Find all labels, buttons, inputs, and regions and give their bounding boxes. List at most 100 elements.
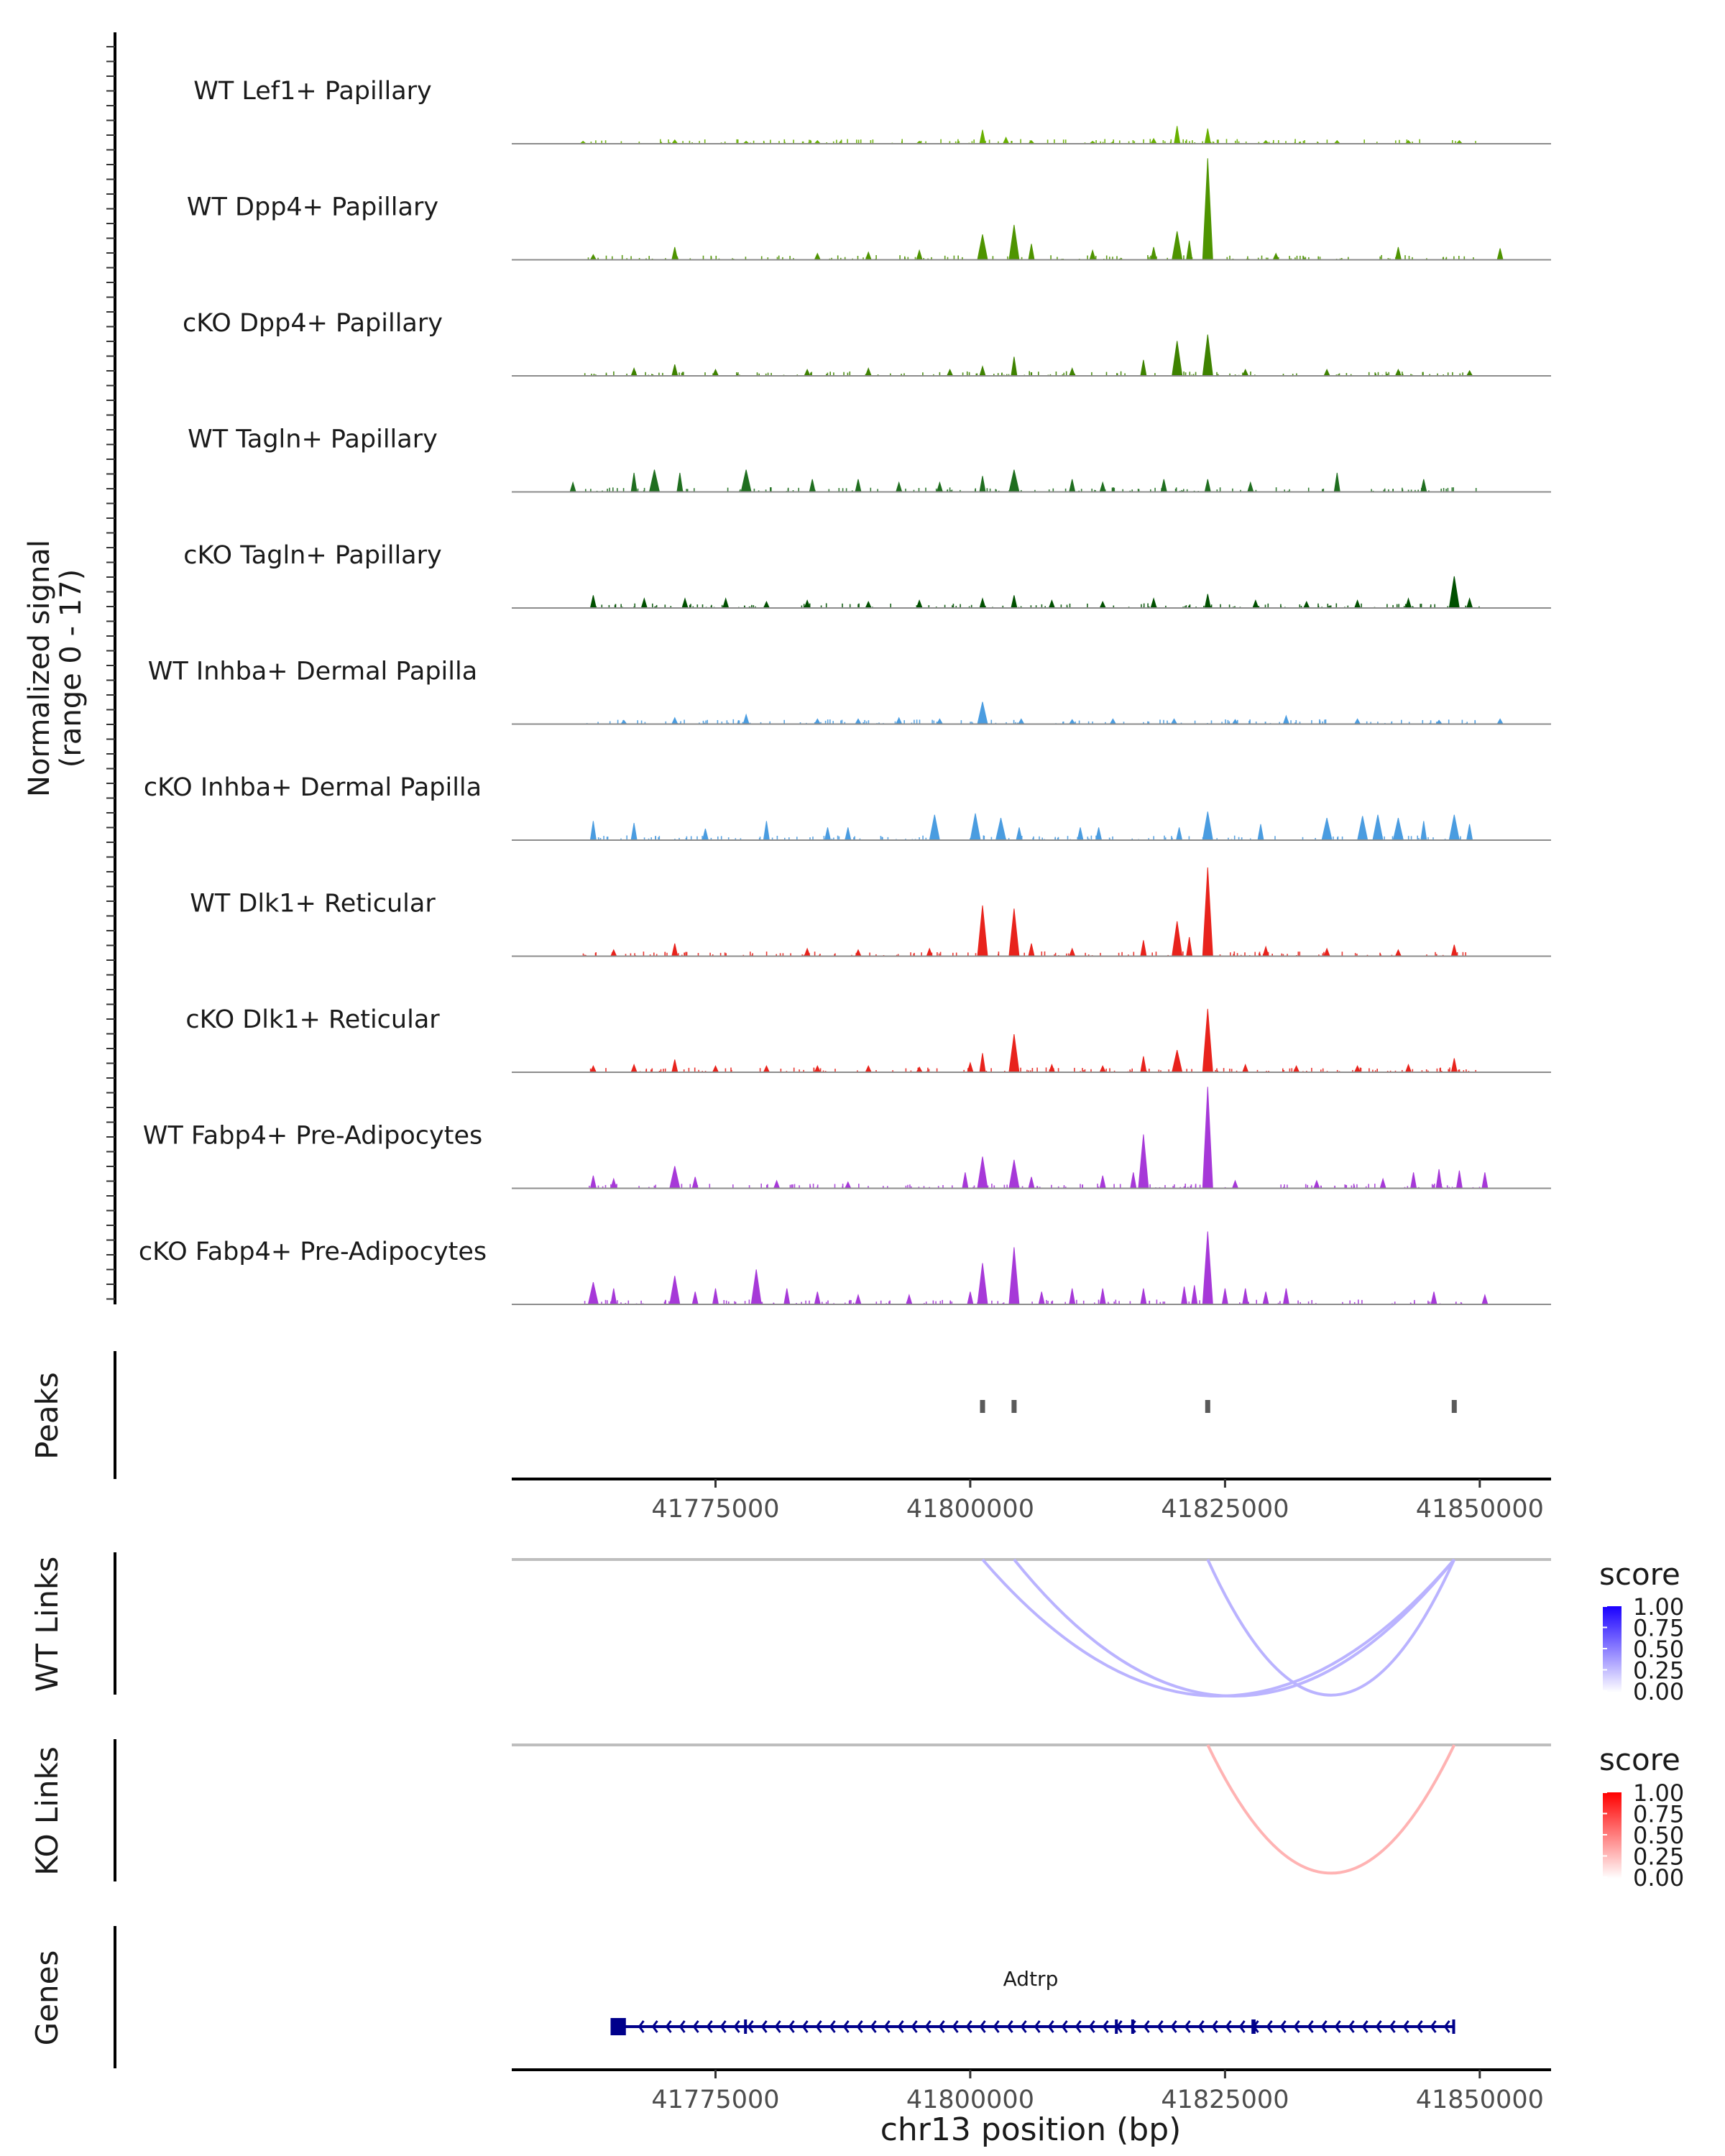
coverage-peak bbox=[750, 1269, 762, 1305]
ko-score-legend: score 1.000.750.500.250.00 bbox=[1599, 1742, 1684, 1892]
coverage-peak bbox=[712, 1288, 719, 1305]
coverage-peak bbox=[1172, 231, 1183, 260]
ko-legend-labels: 1.000.750.500.250.00 bbox=[1603, 1779, 1684, 1892]
coverage-peak bbox=[1448, 576, 1460, 609]
coverage-peak bbox=[630, 472, 638, 492]
peak-mark bbox=[980, 1400, 985, 1413]
wt-links-panel: WT Links bbox=[29, 1552, 1551, 1697]
strand-chevron bbox=[1061, 2020, 1068, 2033]
track-cko-tagln-papillary: cKO Tagln+ Papillary bbox=[183, 541, 1551, 609]
coverage-peak bbox=[1333, 472, 1340, 492]
coverage-peak bbox=[1204, 594, 1211, 609]
coverage-peak bbox=[610, 1177, 617, 1189]
coverage-peak bbox=[1221, 1288, 1228, 1305]
strand-chevron bbox=[856, 2020, 863, 2033]
ko-links-label: KO Links bbox=[29, 1746, 65, 1876]
coverage-y-label: Normalized signal (range 0 - 17) bbox=[23, 540, 88, 797]
peaks-label: Peaks bbox=[29, 1372, 65, 1460]
coverage-peak bbox=[1323, 368, 1330, 377]
x-axis-lower: 41775000 41800000 41825000 41850000 bbox=[512, 2068, 1551, 2114]
coverage-peak bbox=[1069, 1288, 1076, 1305]
coverage-peak bbox=[1202, 1008, 1213, 1073]
coverage-peak bbox=[1109, 718, 1117, 724]
track-wt-dpp4-papillary: WT Dpp4+ Papillary bbox=[187, 158, 1551, 261]
legend-label: 0.00 bbox=[1633, 1678, 1684, 1705]
legend-label: 0.25 bbox=[1633, 1657, 1684, 1685]
coverage-peak bbox=[1450, 944, 1458, 957]
strand-chevron bbox=[1416, 2020, 1423, 2033]
strand-chevron bbox=[979, 2020, 986, 2033]
coverage-peak bbox=[669, 1276, 681, 1305]
strand-chevron bbox=[678, 2020, 686, 2033]
coverage-peak bbox=[1455, 1170, 1463, 1189]
coverage-peak bbox=[1379, 1177, 1386, 1189]
coverage-peak bbox=[1247, 481, 1254, 492]
coverage-peak bbox=[1394, 368, 1402, 377]
coverage-peak bbox=[1172, 921, 1183, 957]
coverage-peak bbox=[1099, 1175, 1106, 1189]
peak-mark bbox=[1205, 1400, 1210, 1413]
coverage-peak bbox=[630, 1063, 638, 1073]
coverage-peak bbox=[569, 481, 576, 492]
coverage-peak bbox=[1150, 137, 1157, 144]
coverage-peak bbox=[1262, 1291, 1269, 1305]
coverage-peak bbox=[1008, 224, 1020, 260]
coverage-peak bbox=[1430, 1291, 1438, 1305]
coverage-peak bbox=[1099, 600, 1106, 609]
wt-legend-labels: 1.000.750.500.250.00 bbox=[1603, 1593, 1684, 1705]
coverage-peak bbox=[1008, 1034, 1020, 1073]
coverage-peak bbox=[1186, 240, 1193, 260]
coverage-peak bbox=[865, 367, 872, 377]
coverage-peak bbox=[855, 1294, 862, 1305]
x-tick-label: 41850000 bbox=[1416, 1495, 1544, 1524]
coverage-peak bbox=[1150, 597, 1157, 609]
coverage-peak bbox=[1068, 367, 1076, 377]
strand-chevron bbox=[1334, 2020, 1341, 2033]
link-arc bbox=[1206, 1559, 1456, 1697]
coverage-tracks: WT Lef1+ Papillary WT Dpp4+ Papillary cKO … bbox=[139, 77, 1551, 1305]
coverage-peak bbox=[1008, 1247, 1020, 1305]
peaks-panel: Peaks bbox=[29, 1351, 1457, 1479]
strand-chevron bbox=[1279, 2020, 1287, 2033]
x-axis-upper: 41775000 41800000 41825000 41850000 bbox=[512, 1478, 1551, 1524]
coverage-peak bbox=[1202, 867, 1213, 957]
coverage-peak bbox=[970, 813, 981, 841]
legend-label: 1.00 bbox=[1633, 1779, 1684, 1807]
strand-chevron bbox=[706, 2020, 713, 2033]
coverage-peak bbox=[676, 472, 684, 492]
x-tick-label: 41775000 bbox=[651, 2086, 779, 2114]
coverage-peak bbox=[1068, 947, 1076, 957]
ko-legend-title: score bbox=[1599, 1742, 1680, 1777]
coverage-peak bbox=[1282, 1288, 1289, 1305]
coverage-peak bbox=[1099, 1288, 1106, 1305]
coverage-peak bbox=[630, 823, 638, 841]
strand-chevron bbox=[1225, 2020, 1232, 2033]
track-wt-dlk1-reticular: WT Dlk1+ Reticular bbox=[190, 867, 1551, 957]
coverage-peak bbox=[671, 247, 678, 260]
wt-link-arcs bbox=[981, 1558, 1456, 1697]
strand-chevron bbox=[1197, 2020, 1205, 2033]
track-cko-dlk1-reticular: cKO Dlk1+ Reticular bbox=[185, 1005, 1551, 1073]
track-label-wt-lef1-papillary: WT Lef1+ Papillary bbox=[193, 77, 432, 106]
strand-chevron bbox=[1348, 2020, 1355, 2033]
coverage-peak bbox=[979, 129, 986, 144]
coverage-peak bbox=[1028, 943, 1035, 957]
strand-chevron bbox=[1020, 2020, 1027, 2033]
strand-chevron bbox=[1389, 2020, 1396, 2033]
coverage-peak bbox=[640, 597, 648, 609]
strand-chevron bbox=[733, 2020, 740, 2033]
coverage-peak bbox=[896, 481, 903, 492]
strand-chevron bbox=[774, 2020, 781, 2033]
track-wt-lef1-papillary: WT Lef1+ Papillary bbox=[193, 77, 1551, 144]
strand-chevron bbox=[815, 2020, 822, 2033]
coverage-peak bbox=[979, 476, 986, 492]
coverage-peak bbox=[814, 252, 822, 260]
coverage-peak bbox=[763, 821, 770, 841]
coverage-peak bbox=[1172, 341, 1183, 377]
coverage-peak bbox=[1069, 479, 1076, 492]
coverage-peak bbox=[855, 479, 862, 492]
track-wt-tagln-papillary: WT Tagln+ Papillary bbox=[188, 425, 1551, 493]
strand-chevron bbox=[638, 2020, 645, 2033]
strand-chevron bbox=[1034, 2020, 1041, 2033]
wt-links-label: WT Links bbox=[29, 1557, 65, 1692]
